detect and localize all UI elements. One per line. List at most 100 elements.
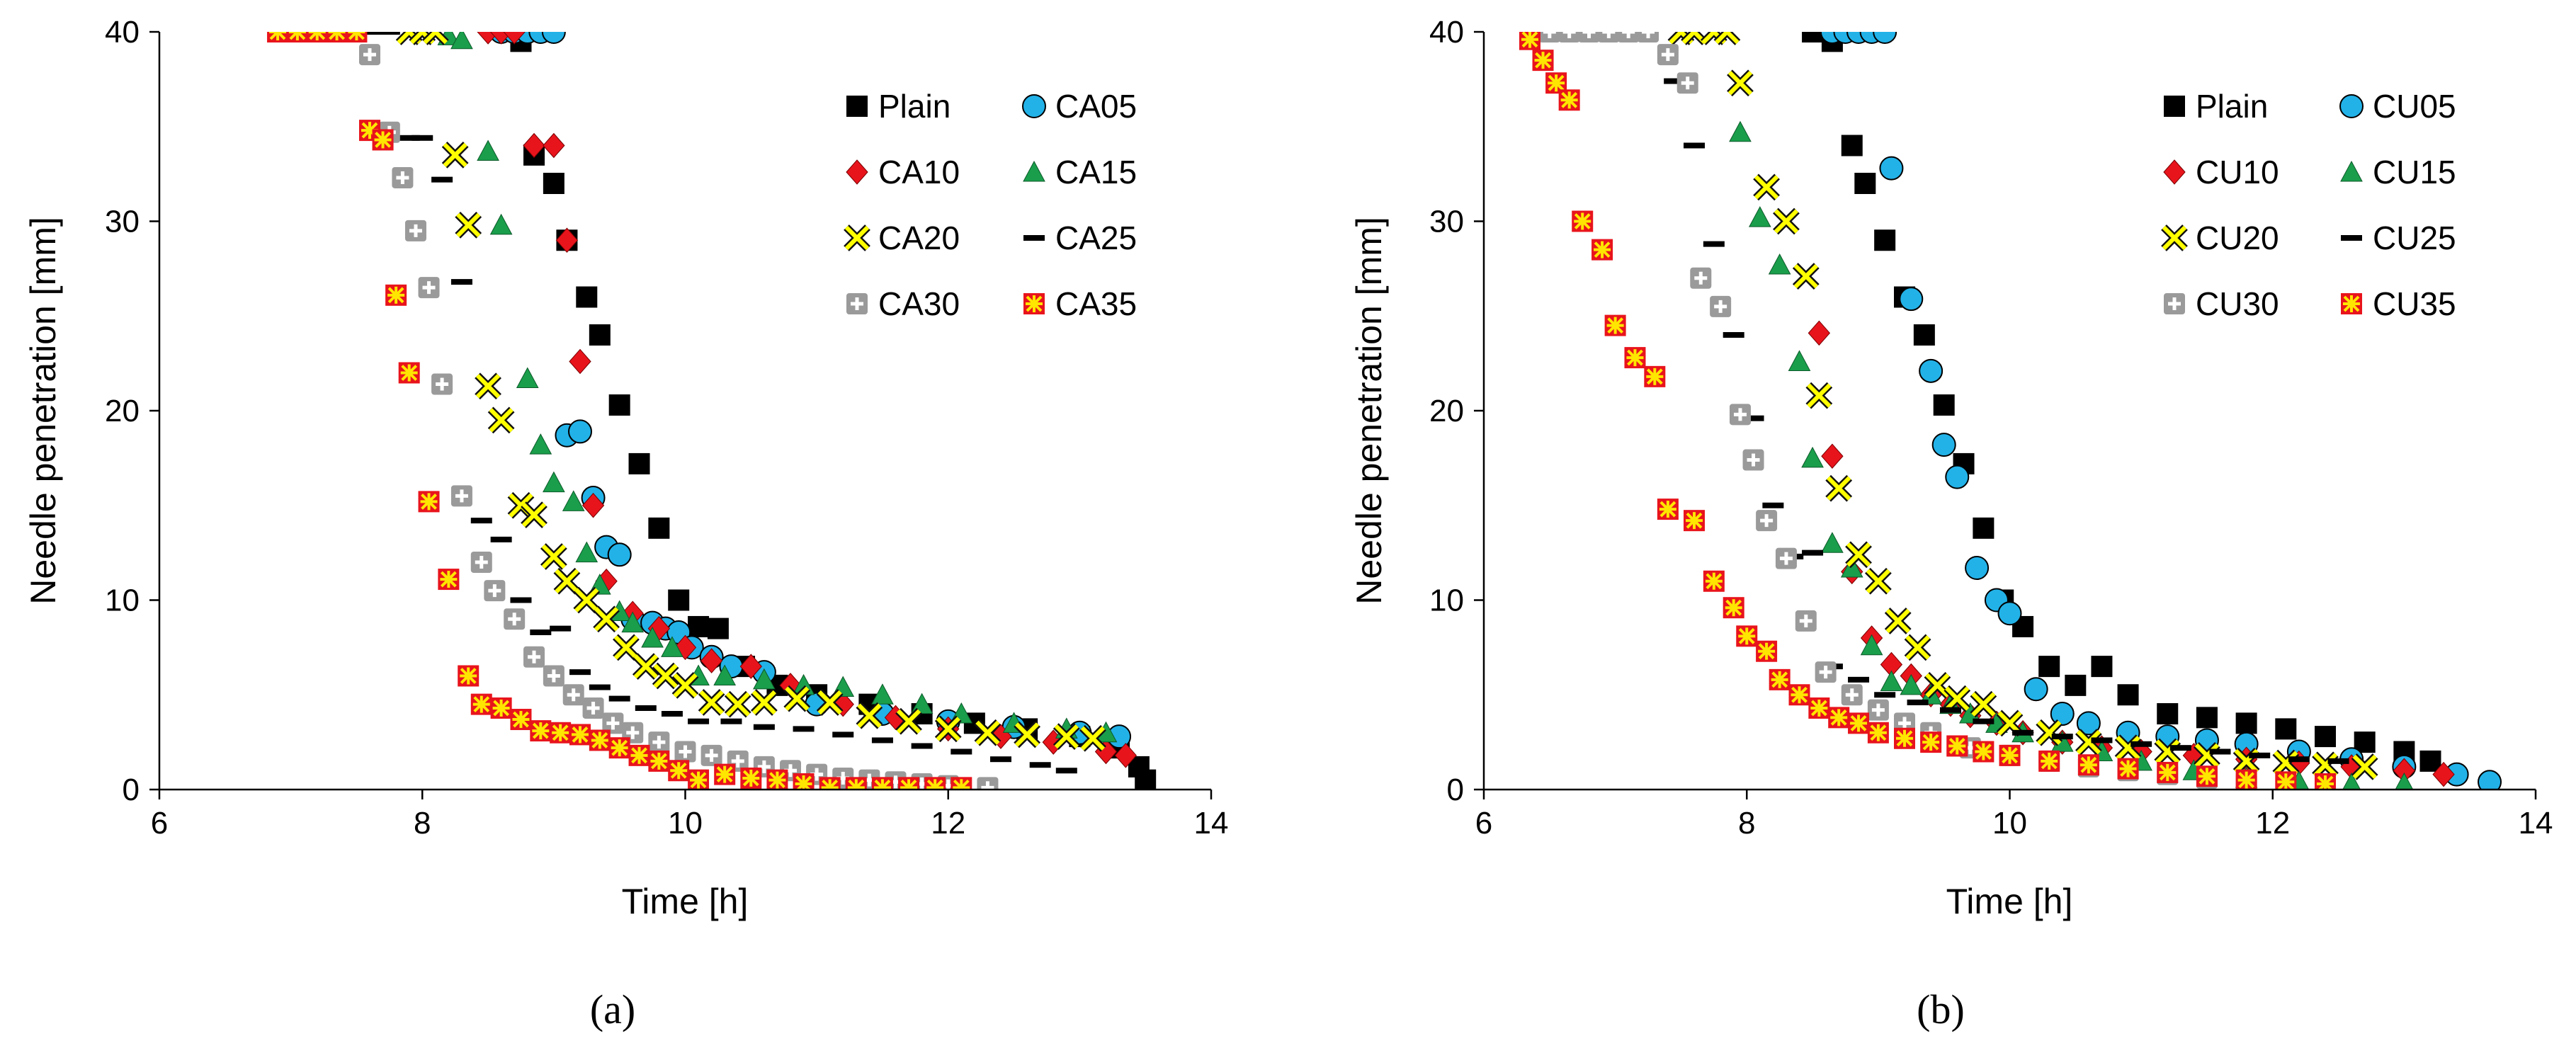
legend-marker-ca05: [1022, 94, 1046, 118]
x-tick-label: 6: [151, 806, 168, 841]
x-tick-label: 8: [414, 806, 431, 841]
point-ca25: [793, 726, 815, 732]
point-cu25: [1762, 502, 1784, 508]
point-cu25: [2130, 741, 2152, 747]
point-cu35: [1723, 597, 1744, 619]
legend-item-cu15: CU15: [2340, 154, 2456, 190]
point-ca30: [582, 697, 604, 719]
point-cu25: [1907, 699, 1929, 705]
series-ca30-a: [359, 44, 999, 790]
legend-label: CU15: [2373, 154, 2456, 190]
legend-marker-plain: [2164, 96, 2185, 117]
point-cu25: [1973, 718, 1995, 724]
point-plain: [688, 615, 710, 637]
point-ca20: [934, 715, 962, 743]
point-ca25: [431, 176, 453, 183]
legend-label: CA05: [1055, 88, 1137, 125]
point-ca35: [286, 32, 308, 42]
point-ca35: [306, 32, 328, 42]
point-ca35: [608, 737, 630, 759]
point-cu35: [1920, 731, 1942, 753]
series-ca25-a: [359, 32, 1077, 774]
point-ca35: [819, 777, 841, 790]
point-cu35: [1644, 365, 1666, 387]
point-ca15: [516, 367, 539, 389]
point-cu20: [1773, 207, 1800, 235]
point-cu35: [1788, 684, 1810, 706]
point-ca30: [431, 373, 453, 395]
point-ca20: [1052, 723, 1080, 750]
point-cu25: [1802, 549, 1824, 556]
point-cu05: [2076, 711, 2101, 736]
point-cu20: [2272, 749, 2300, 777]
legend-label: CU30: [2196, 285, 2279, 322]
point-ca15: [477, 139, 499, 161]
point-cu05: [2050, 702, 2075, 726]
legend-marker-cu05: [2339, 94, 2364, 118]
point-ca15: [753, 668, 776, 690]
point-cu25: [1664, 78, 1686, 84]
point-cu05: [1997, 601, 2022, 626]
point-ca25: [550, 625, 572, 632]
point-ca35: [359, 120, 380, 142]
point-cu25: [2209, 748, 2231, 755]
y-tick-label: 30: [1429, 205, 1464, 239]
point-ca35: [470, 693, 492, 715]
legend-label: CA35: [1055, 285, 1137, 322]
point-ca20: [671, 671, 699, 699]
point-ca25: [1029, 762, 1051, 768]
point-plain: [2038, 656, 2060, 678]
point-ca05: [568, 419, 592, 444]
series-cu25-b: [1664, 78, 2349, 764]
point-ca20: [632, 653, 659, 680]
point-cu35: [1867, 722, 1889, 744]
point-ca25: [1055, 768, 1077, 774]
legend-marker-ca30: [846, 293, 868, 314]
point-cu30: [1815, 661, 1837, 683]
point-cu35: [1769, 668, 1791, 690]
point-cu30: [1867, 699, 1889, 721]
legend-label: CA15: [1055, 154, 1137, 190]
point-ca30: [470, 552, 492, 573]
point-cu25: [2091, 737, 2113, 744]
point-ca30: [562, 684, 584, 706]
legend-marker-ca25: [1023, 235, 1045, 241]
point-ca35: [766, 769, 788, 790]
point-cu30: [1598, 32, 1620, 42]
point-ca20: [475, 372, 501, 400]
point-ca15: [661, 636, 683, 657]
point-cu25: [1684, 142, 1705, 149]
point-cu20: [2075, 729, 2102, 756]
point-cu30: [1657, 44, 1679, 66]
point-ca35: [668, 760, 690, 782]
point-ca35: [628, 744, 650, 766]
axis-ticks-b: 6 8 10 12 14 0 10 20 30 40: [1429, 15, 2553, 841]
point-ca35: [688, 769, 710, 790]
point-ca25: [720, 718, 742, 724]
point-cu20: [1713, 32, 1741, 45]
x-tick-label: 8: [1738, 806, 1755, 841]
point-cu30: [1538, 32, 1560, 42]
y-tick-label: 40: [105, 15, 140, 50]
point-ca35: [438, 569, 460, 591]
point-ca15: [529, 433, 552, 455]
point-ca30: [404, 220, 426, 241]
point-cu30: [1742, 449, 1764, 471]
legend-item-cu10: CU10: [2163, 154, 2279, 190]
point-plain: [2091, 656, 2113, 678]
point-cu30: [1676, 72, 1698, 94]
legend-marker-ca10: [846, 159, 868, 185]
legend-marker-ca20: [844, 224, 870, 251]
point-plain: [1802, 32, 1824, 42]
x-tick-label: 6: [1475, 806, 1492, 841]
point-ca25: [635, 705, 657, 711]
point-cu20: [2114, 734, 2142, 762]
point-cu05: [2478, 770, 2502, 790]
point-plain: [543, 173, 564, 194]
point-ca20: [816, 689, 844, 716]
x-axis-label-b: Time [h]: [1946, 882, 2073, 921]
legend-item-ca05: CA05: [1022, 88, 1137, 125]
point-cu35: [1558, 89, 1580, 111]
point-cu35: [2275, 771, 2297, 790]
point-ca25: [510, 597, 532, 603]
